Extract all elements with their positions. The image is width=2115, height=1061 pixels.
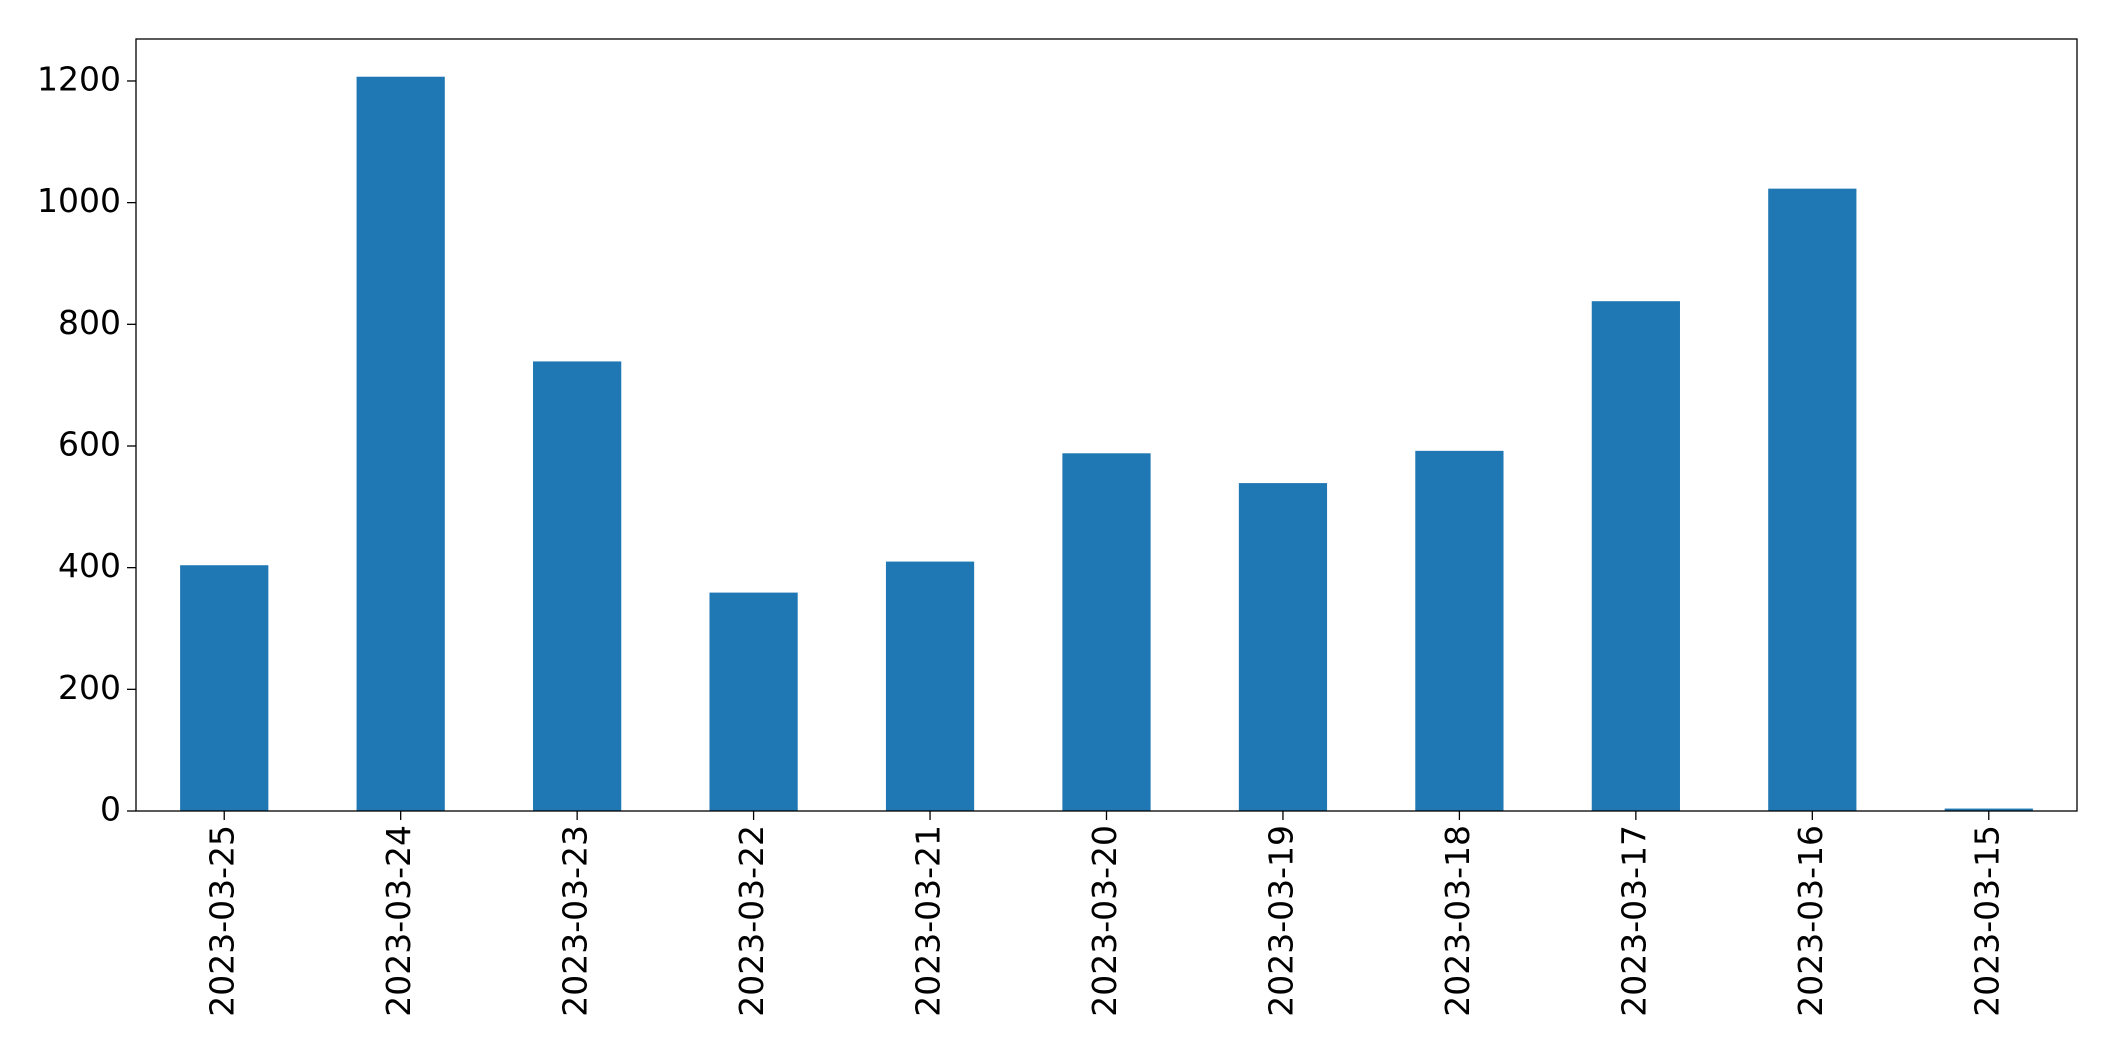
bar	[709, 592, 798, 811]
plot-frame	[135, 38, 2078, 812]
bar	[180, 565, 269, 811]
bar	[1415, 450, 1504, 811]
x-tick-label: 2023-03-21	[909, 825, 948, 1017]
x-tick-label: 2023-03-17	[1614, 825, 1653, 1017]
y-tick-label: 1200	[37, 59, 121, 98]
x-tick-label: 2023-03-19	[1261, 825, 1300, 1017]
x-tick-label: 2023-03-24	[379, 825, 418, 1017]
y-tick-label: 600	[58, 424, 121, 463]
bar	[1591, 301, 1680, 811]
x-tick-label: 2023-03-25	[203, 825, 242, 1017]
bar	[885, 561, 975, 811]
x-tick-label: 2023-03-23	[556, 825, 595, 1017]
bar	[1238, 483, 1328, 811]
x-tick-label: 2023-03-16	[1791, 825, 1830, 1017]
bar	[533, 361, 622, 811]
bar	[1062, 453, 1151, 811]
x-tick-label: 2023-03-20	[1085, 825, 1124, 1017]
x-tick-label: 2023-03-15	[1967, 825, 2006, 1017]
bar	[1768, 188, 1857, 811]
y-tick-label: 1000	[37, 181, 121, 220]
y-tick-label: 800	[58, 303, 121, 342]
y-tick-label: 400	[58, 546, 121, 585]
x-tick-label: 2023-03-22	[732, 825, 771, 1017]
y-tick-label: 200	[58, 668, 121, 707]
bar	[356, 76, 445, 811]
y-tick-label: 0	[100, 790, 121, 829]
bar	[1944, 808, 2033, 811]
x-tick-label: 2023-03-18	[1438, 825, 1477, 1017]
